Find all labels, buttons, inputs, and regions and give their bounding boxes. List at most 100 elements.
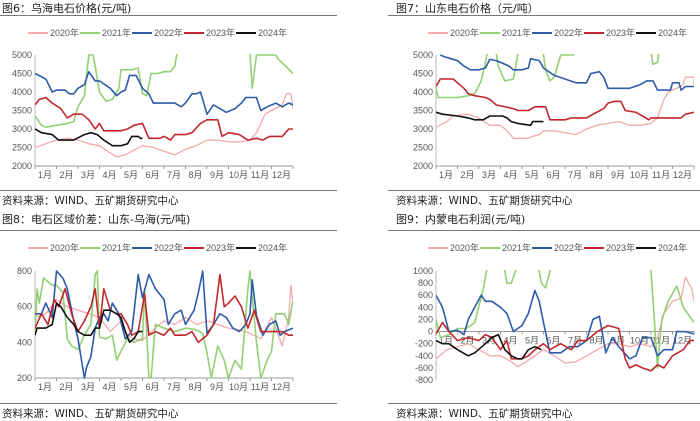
y-tick-label: 5000 (12, 50, 32, 60)
source-divider (0, 190, 337, 191)
series-line-2022 (35, 270, 293, 379)
legend-label-2020: 2020年 (50, 242, 79, 253)
chart-svg: 2020年 2021年 2022年 2023年 2024年 200 400 600 800 1月 2… (17, 242, 294, 392)
series-line-2024 (436, 333, 542, 360)
x-tick-label: 5月 (525, 336, 539, 346)
legend-label-2021: 2021年 (502, 242, 531, 253)
legend-label-2022: 2022年 (154, 27, 183, 38)
x-tick-label: 2月 (59, 170, 73, 180)
x-tick-label: 12月 (673, 170, 692, 180)
legend-label-2024: 2024年 (658, 242, 687, 253)
x-tick-label: 11月 (652, 170, 670, 180)
x-tick-label: 3月 (482, 170, 496, 180)
y-tick-label: 0 (428, 327, 433, 337)
y-tick-label: 2500 (413, 143, 433, 153)
y-tick-label: 200 (17, 373, 32, 383)
y-tick-label: 4000 (12, 87, 32, 97)
source-note: 资料来源：WIND、五矿期货研究中心 (2, 195, 179, 207)
y-tick-label: 600 (17, 302, 32, 312)
chart-title: 图6：乌海电石价格(元/吨) (2, 2, 132, 15)
legend-label-2023: 2023年 (206, 242, 235, 253)
chart-title: 图7：山东电石价格（元/吨） (396, 2, 539, 15)
x-tick-label: 5月 (525, 170, 539, 180)
x-tick-label: 8月 (188, 170, 202, 180)
y-tick-label: 1000 (413, 266, 433, 276)
x-tick-label: 3月 (81, 382, 95, 392)
x-tick-label: 12月 (272, 382, 291, 392)
legend-label-2023: 2023年 (606, 27, 635, 38)
legend-label-2023: 2023年 (206, 27, 235, 38)
x-tick-label: 1月 (439, 170, 453, 180)
x-tick-label: 10月 (229, 382, 248, 392)
source-note: 资料来源：WIND、五矿期货研究中心 (396, 195, 573, 207)
chart-panel-wuhai-price: 图6：乌海电石价格(元/吨) 2020年 2021年 2022年 2023年 2024年… (0, 0, 350, 210)
x-tick-label: 5月 (124, 170, 138, 180)
x-tick-label: 11月 (251, 382, 269, 392)
y-tick-label: 4500 (413, 69, 433, 79)
legend-label-2021: 2021年 (502, 27, 531, 38)
y-tick-label: 3000 (413, 124, 433, 134)
series-line-2024 (35, 302, 143, 344)
x-tick-label: 8月 (188, 382, 202, 392)
y-tick-label: 2000 (413, 161, 433, 171)
y-tick-label: 800 (17, 266, 32, 276)
y-tick-label: 2500 (12, 143, 32, 153)
legend-label-2020: 2020年 (450, 27, 479, 38)
legend-label-2024: 2024年 (258, 27, 287, 38)
x-tick-label: 4月 (503, 336, 517, 346)
x-tick-label: 11月 (652, 336, 670, 346)
x-tick-label: 6月 (145, 170, 159, 180)
x-tick-label: 6月 (546, 170, 560, 180)
y-tick-label: 800 (418, 278, 433, 288)
y-tick-label: -800 (415, 375, 433, 385)
series-line-2023 (436, 321, 694, 372)
y-tick-label: 400 (418, 302, 433, 312)
x-tick-label: 3月 (81, 170, 95, 180)
x-tick-label: 4月 (102, 170, 116, 180)
chart-panel-regional-spread: 图8：电石区域价差：山东-乌海(元/吨) 2020年 2021年 2022年 2023… (0, 210, 350, 421)
chart-panel-shandong-price: 图7：山东电石价格（元/吨） 2020年 2021年 2022年 2023年 2024年… (350, 0, 700, 210)
title-divider (0, 15, 337, 16)
x-tick-label: 6月 (546, 336, 560, 346)
legend-label-2021: 2021年 (102, 27, 131, 38)
y-tick-label: 2000 (12, 161, 32, 171)
x-tick-label: 2月 (460, 336, 474, 346)
series-line-2023 (35, 96, 293, 141)
source-divider (0, 403, 337, 404)
x-tick-label: 2月 (59, 382, 73, 392)
x-tick-label: 7月 (167, 170, 181, 180)
x-tick-label: 8月 (589, 336, 603, 346)
series-line-2023 (436, 78, 694, 121)
title-divider (388, 230, 700, 231)
x-tick-label: 9月 (611, 336, 625, 346)
chart-svg: 2020年 2021年 2022年 2023年 2024年 2000 2500 3000 350… (413, 27, 695, 180)
x-tick-label: 7月 (167, 382, 181, 392)
x-tick-label: 10月 (630, 170, 649, 180)
chart-svg: 2020年 2021年 2022年 2023年 2024年 -800 -600 -400 -20… (413, 242, 695, 385)
y-tick-label: -200 (415, 339, 433, 349)
series-line-2021 (35, 54, 293, 128)
chart-svg: 2020年 2021年 2022年 2023年 2024年 2000 2500 3000 350… (12, 27, 294, 180)
series-line-2024 (436, 111, 544, 127)
y-tick-label: 600 (418, 290, 433, 300)
series-line-2022 (436, 289, 694, 360)
y-tick-label: 3500 (413, 106, 433, 116)
x-tick-label: 10月 (630, 336, 649, 346)
source-note: 资料来源：WIND、五矿期货研究中心 (2, 408, 179, 420)
x-tick-label: 7月 (568, 336, 582, 346)
y-tick-label: 4000 (413, 87, 433, 97)
series-line-2020 (35, 93, 293, 158)
chart-panel-inner-mongolia-profit: 图9：内蒙电石利润(元/吨) 2020年 2021年 2022年 2023年 2024年… (350, 210, 700, 421)
y-tick-label: 3000 (12, 124, 32, 134)
series-line-2024 (35, 128, 143, 147)
series-line-2020 (436, 276, 694, 368)
x-tick-label: 1月 (38, 170, 52, 180)
title-divider (0, 230, 337, 231)
x-tick-label: 7月 (568, 170, 582, 180)
legend-label-2021: 2021年 (102, 242, 131, 253)
source-divider (388, 190, 700, 191)
series-line-2021 (35, 270, 293, 379)
title-divider (388, 15, 700, 16)
legend-label-2024: 2024年 (658, 27, 687, 38)
y-tick-label: -600 (415, 363, 433, 373)
